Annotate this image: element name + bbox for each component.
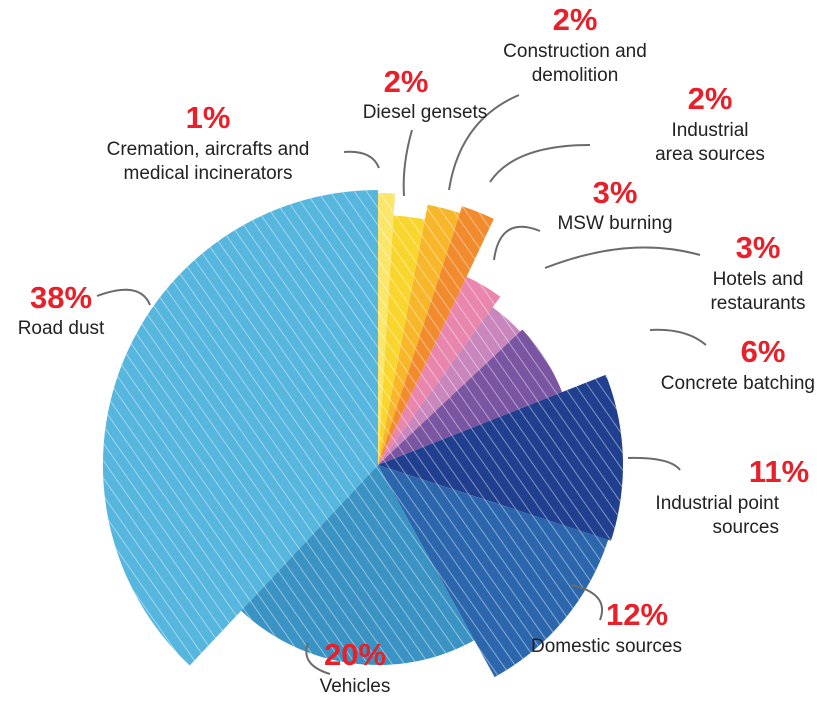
leader-concrete-batching xyxy=(649,328,707,346)
percent-construction-and-demolition: 2% xyxy=(553,2,598,37)
slice-texture-industrial-point-sources xyxy=(378,374,623,541)
leader-diesel-gensets xyxy=(402,129,413,197)
leader-road-dust xyxy=(96,288,151,306)
label-industrial-area-sources: Industrial area sources xyxy=(655,120,765,165)
slice-texture-construction-and-demolition xyxy=(378,204,460,465)
label-construction-and-demolition: Construction and demolition xyxy=(503,41,647,86)
leader-hotels-and-restaurants xyxy=(544,246,701,269)
leader-industrial-point-sources xyxy=(627,456,681,471)
percent-industrial-point-sources: 11% xyxy=(749,454,809,489)
percent-concrete-batching: 6% xyxy=(741,334,786,369)
label-vehicles: Vehicles xyxy=(320,676,391,697)
leader-construction-and-demolition xyxy=(448,94,520,191)
leader-msw-burning xyxy=(493,225,541,261)
slice-texture-concrete-batching xyxy=(378,329,563,465)
leader-domestic-sources xyxy=(571,584,603,621)
slice-labels: 1% Cremation, aircrafts and medical incine… xyxy=(18,2,815,697)
label-industrial-point-sources: Industrial point sources xyxy=(655,493,779,538)
label-road-dust: Road dust xyxy=(18,318,105,339)
slice-texture-hotels-and-restaurants xyxy=(378,307,521,465)
percent-msw-burning: 3% xyxy=(593,175,638,210)
label-diesel-gensets: Diesel gensets xyxy=(363,102,488,123)
percent-vehicles: 20% xyxy=(324,637,386,672)
percent-hotels-and-restaurants: 3% xyxy=(736,230,781,265)
leader-lines xyxy=(96,94,707,675)
slice-texture-diesel-gensets xyxy=(378,215,425,465)
slice-texture-road-dust xyxy=(102,189,379,666)
leader-vehicles xyxy=(305,642,331,675)
leader-industrial-area-sources xyxy=(489,144,591,183)
slice-texture-domestic-sources xyxy=(378,465,609,678)
label-cremation-aircrafts-and-medical-incinerators: Cremation, aircrafts and medical incinera… xyxy=(107,139,310,184)
label-msw-burning: MSW burning xyxy=(557,213,672,234)
pie-texture xyxy=(102,189,623,678)
slice-texture-industrial-area-sources xyxy=(378,206,494,466)
percent-diesel-gensets: 2% xyxy=(384,64,429,99)
label-domestic-sources: Domestic sources xyxy=(531,636,682,657)
percent-industrial-area-sources: 2% xyxy=(688,81,733,116)
label-concrete-batching: Concrete batching xyxy=(661,373,815,394)
slice-texture-msw-burning xyxy=(378,276,501,465)
percent-domestic-sources: 12% xyxy=(606,597,668,632)
slice-texture-cremation-aircrafts-and-medical-incinerators xyxy=(378,192,396,465)
percent-cremation-aircrafts-and-medical-incinerators: 1% xyxy=(186,100,231,135)
percent-road-dust: 38% xyxy=(30,280,92,315)
label-hotels-and-restaurants: Hotels and restaurants xyxy=(710,269,805,314)
leader-cremation-aircrafts-and-medical-incinerators xyxy=(343,150,380,169)
slice-texture-vehicles xyxy=(241,465,475,666)
